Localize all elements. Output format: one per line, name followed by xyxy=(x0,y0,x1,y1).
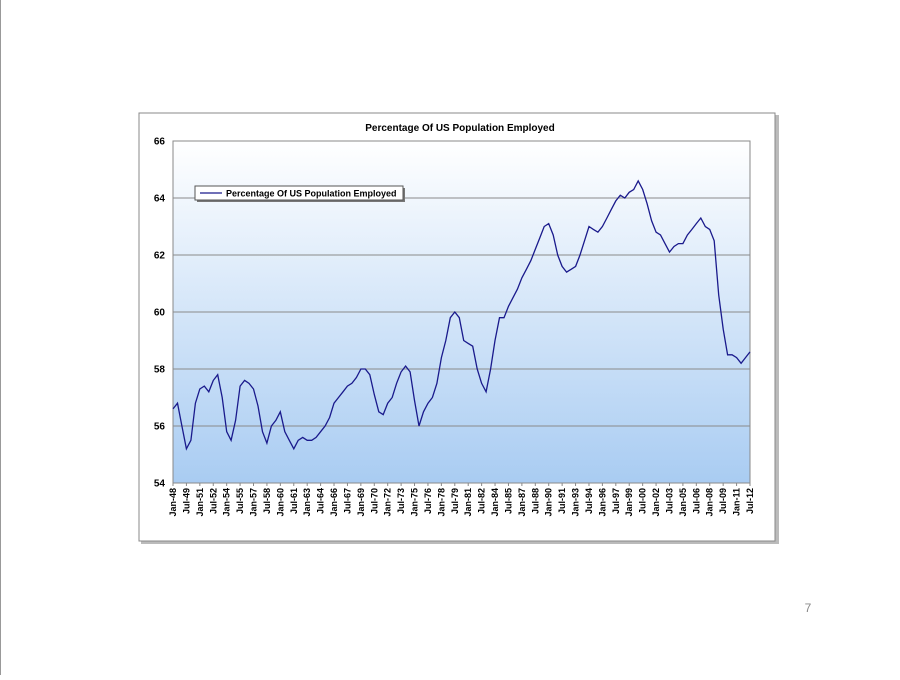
x-tick-label: Jan-54 xyxy=(222,488,232,517)
y-tick-label: 66 xyxy=(154,137,166,148)
x-tick-label: Jul-58 xyxy=(262,488,272,514)
y-tick-label: 56 xyxy=(154,422,166,433)
x-tick-label: Jan-66 xyxy=(329,488,339,517)
x-tick-label: Jul-94 xyxy=(584,488,594,514)
x-tick-label: Jul-91 xyxy=(557,488,567,514)
x-tick-label: Jan-02 xyxy=(651,488,661,517)
x-tick-label: Jan-84 xyxy=(490,488,500,517)
y-tick-label: 54 xyxy=(154,479,166,490)
x-tick-label: Jul-64 xyxy=(316,488,326,514)
x-tick-label: Jul-79 xyxy=(450,488,460,514)
x-tick-label: Jan-75 xyxy=(410,488,420,517)
x-tick-label: Jan-63 xyxy=(302,488,312,517)
x-tick-label: Jul-82 xyxy=(477,488,487,514)
x-tick-label: Jan-93 xyxy=(571,488,581,517)
x-tick-label: Jul-88 xyxy=(530,488,540,514)
x-tick-label: Jul-61 xyxy=(289,488,299,514)
x-tick-label: Jan-96 xyxy=(597,488,607,517)
x-tick-label: Jul-09 xyxy=(718,488,728,514)
x-tick-label: Jan-57 xyxy=(249,488,259,517)
x-tick-label: Jul-85 xyxy=(503,488,513,514)
x-tick-label: Jan-81 xyxy=(463,488,473,517)
x-tick-label: Jul-76 xyxy=(423,488,433,514)
x-tick-label: Jan-05 xyxy=(678,488,688,517)
x-tick-label: Jul-49 xyxy=(181,488,191,514)
y-tick-label: 64 xyxy=(154,194,166,205)
x-tick-label: Jul-00 xyxy=(638,488,648,514)
x-tick-label: Jan-78 xyxy=(436,488,446,517)
x-tick-label: Jan-99 xyxy=(624,488,634,517)
x-tick-label: Jul-97 xyxy=(611,488,621,514)
x-tick-label: Jul-55 xyxy=(235,488,245,514)
data-line xyxy=(172,179,751,451)
x-tick-label: Jul-67 xyxy=(342,488,352,514)
legend xyxy=(194,185,404,201)
y-tick-label: 62 xyxy=(154,251,166,262)
x-tick-label: Jul-52 xyxy=(208,488,218,514)
page-number: 7 xyxy=(805,601,812,615)
x-tick-label: Jan-90 xyxy=(544,488,554,517)
x-tick-label: Jul-06 xyxy=(691,488,701,514)
x-tick-label: Jan-11 xyxy=(732,488,742,516)
x-tick-label: Jan-48 xyxy=(168,488,178,517)
chart-title: Percentage Of US Population Employed xyxy=(365,123,554,134)
x-tick-label: Jan-87 xyxy=(517,488,527,517)
x-tick-label: Jul-73 xyxy=(396,488,406,514)
legend-label: Percentage Of US Population Employed xyxy=(226,189,397,199)
x-tick-label: Jan-72 xyxy=(383,488,393,517)
x-tick-label: Jan-69 xyxy=(356,488,366,517)
x-tick-label: Jan-51 xyxy=(195,488,205,517)
x-tick-label: Jan-08 xyxy=(705,488,715,517)
x-tick-label: Jan-60 xyxy=(275,488,285,517)
x-tick-label: Jul-03 xyxy=(664,488,674,514)
x-tick-label: Jul-12 xyxy=(745,488,755,514)
x-tick-label: Jul-70 xyxy=(369,488,379,514)
y-tick-label: 58 xyxy=(154,365,166,376)
y-tick-label: 60 xyxy=(154,308,166,319)
